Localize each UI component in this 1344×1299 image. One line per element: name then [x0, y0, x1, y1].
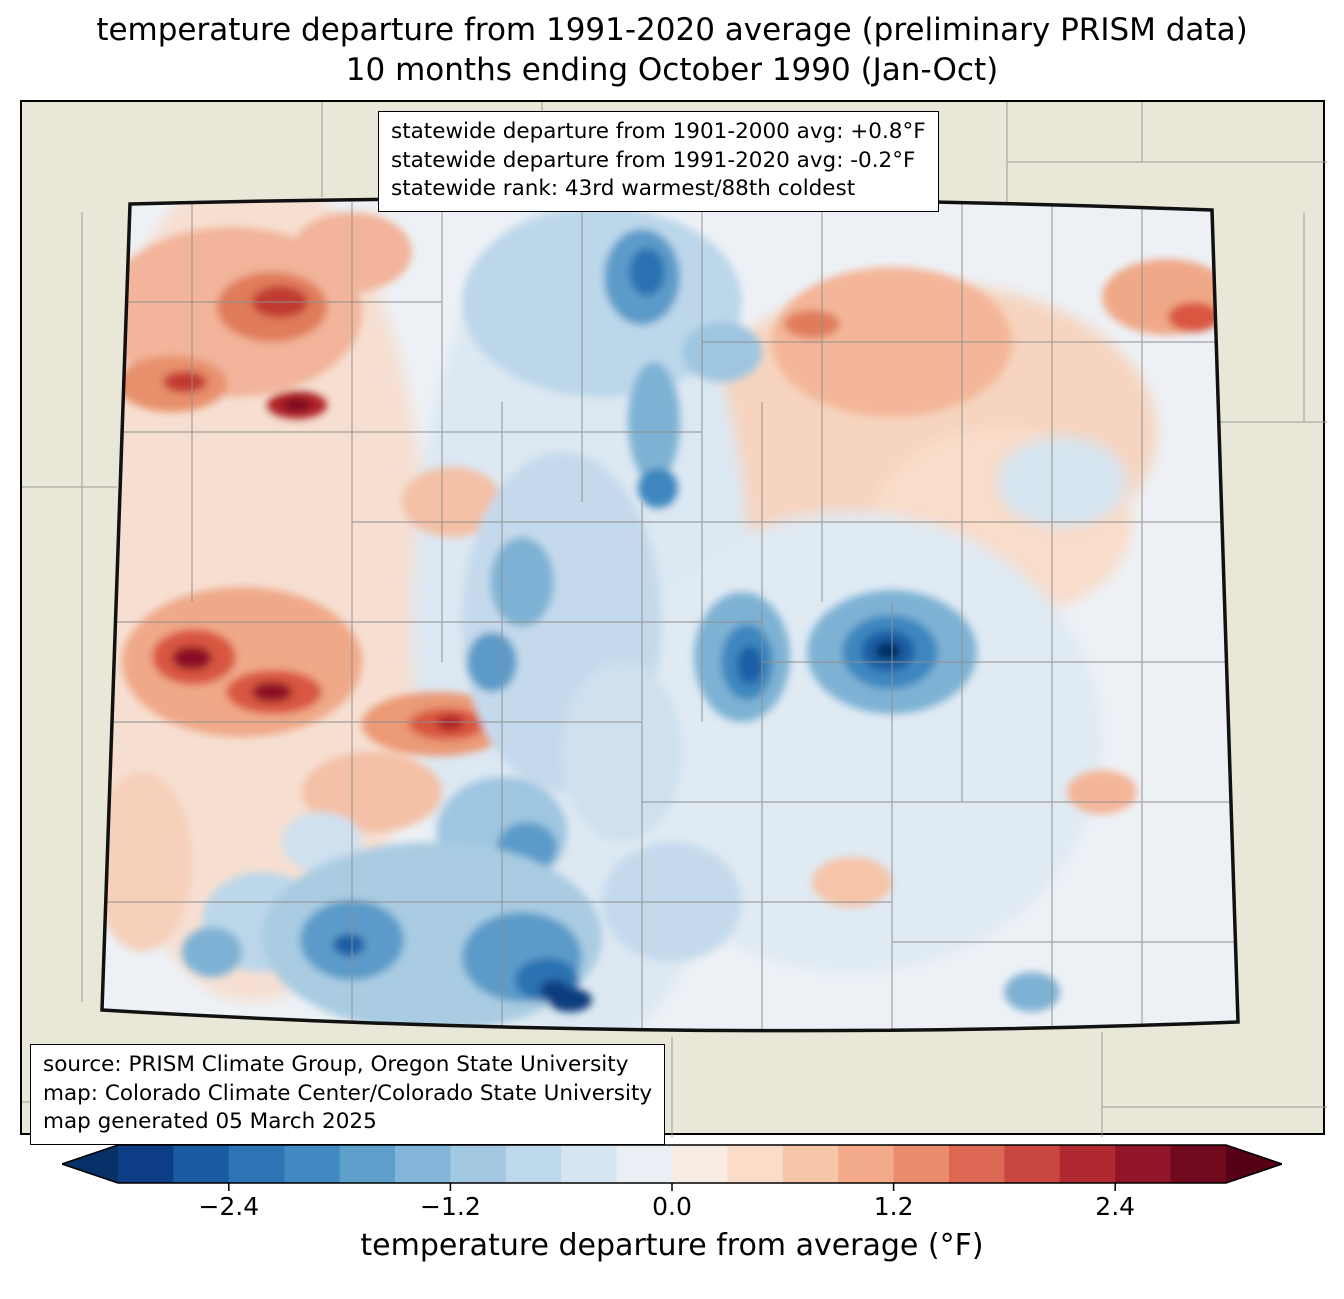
- colorbar-right-arrow: [1226, 1145, 1282, 1183]
- stats-line-2: statewide departure from 1991-2020 avg: …: [391, 147, 916, 173]
- source-line-3: map generated 05 March 2025: [43, 1109, 377, 1135]
- tick-label: −2.4: [198, 1192, 260, 1221]
- colorbar: [59, 1144, 1285, 1194]
- colorbar-tick-marks: [228, 1183, 1116, 1191]
- tick-label: −1.2: [420, 1192, 481, 1221]
- stats-box: statewide departure from 1901-2000 avg: …: [378, 111, 939, 212]
- stats-line-3: statewide rank: 43rd warmest/88th coldes…: [391, 176, 856, 202]
- source-line-2: map: Colorado Climate Center/Colorado St…: [43, 1080, 653, 1106]
- stats-line-1: statewide departure from 1901-2000 avg: …: [391, 119, 926, 144]
- colorbar-axis-label: temperature departure from average (°F): [360, 1228, 984, 1263]
- colorbar-segments: [118, 1145, 1227, 1183]
- tick-label: 2.4: [1095, 1192, 1136, 1221]
- tick-label: 0.0: [652, 1192, 692, 1221]
- source-line-1: source: PRISM Climate Group, Oregon Stat…: [43, 1052, 629, 1077]
- map-axes: [20, 100, 1327, 1137]
- colorbar-tick-labels: −2.4 −1.2 0.0 1.2 2.4: [62, 1192, 1282, 1224]
- colorado-temperature-map: [22, 102, 1327, 1137]
- county-lines: [102, 202, 1238, 1031]
- figure-title: temperature departure from 1991-2020 ave…: [0, 10, 1344, 91]
- colorbar-left-arrow: [62, 1145, 118, 1183]
- colorbar-svg: [59, 1144, 1285, 1191]
- tick-label: 1.2: [873, 1192, 914, 1221]
- title-line-1: temperature departure from 1991-2020 ave…: [96, 12, 1248, 48]
- source-box: source: PRISM Climate Group, Oregon Stat…: [30, 1044, 666, 1145]
- title-line-2: 10 months ending October 1990 (Jan-Oct): [345, 52, 999, 89]
- temperature-anomaly-field: [102, 198, 1232, 1031]
